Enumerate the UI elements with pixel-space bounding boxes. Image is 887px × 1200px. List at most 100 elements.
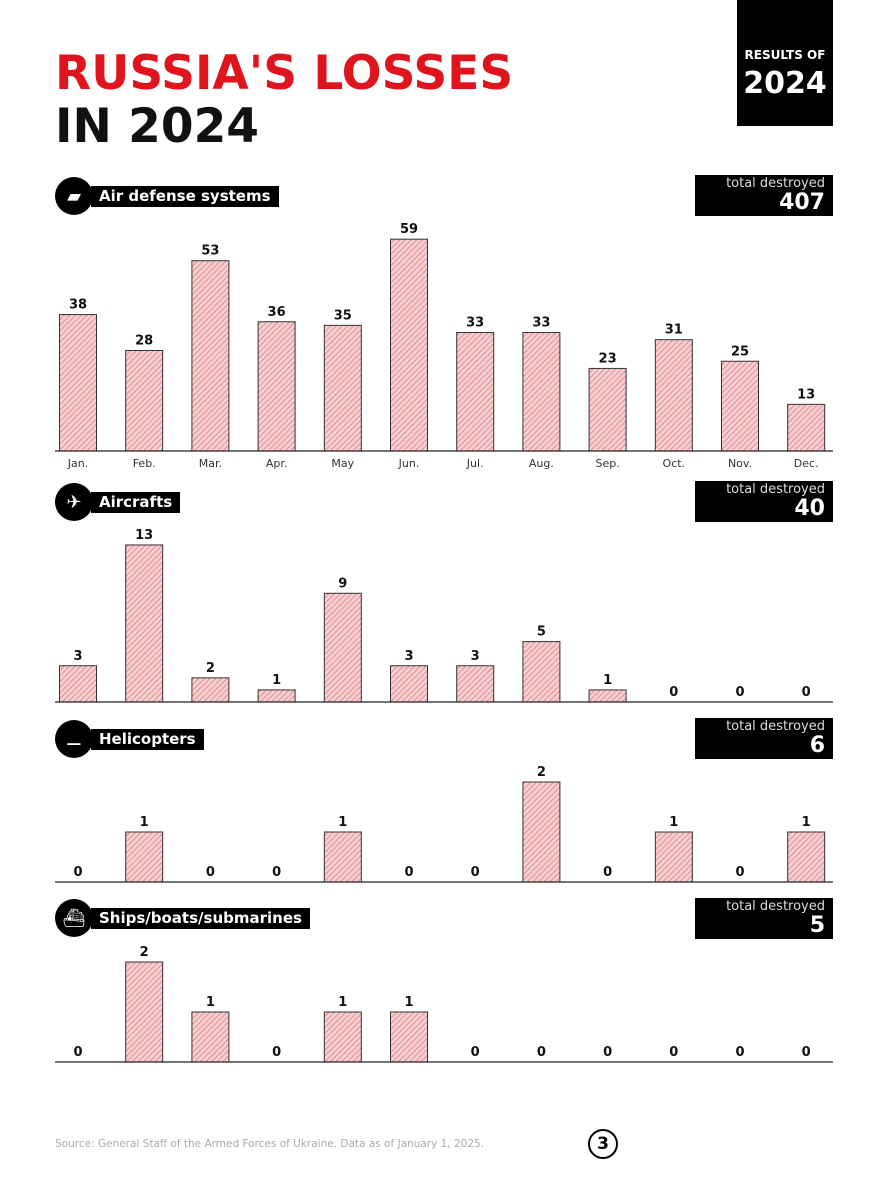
bar [787,831,826,883]
data-label: 5 [537,625,546,640]
data-label: 0 [272,865,281,880]
total-box-ships: total destroyed 5 [695,898,833,939]
bar [323,324,362,452]
bar [125,831,164,883]
data-label: 0 [802,685,811,700]
bar [588,367,627,452]
data-label: 0 [802,1045,811,1060]
data-label: 0 [735,865,744,880]
bar [390,1011,428,1063]
data-label: 1 [338,995,347,1010]
total-label: total destroyed [726,176,825,191]
data-label: 59 [400,222,418,237]
bar [257,321,296,452]
data-label: 0 [735,1045,744,1060]
data-label: 1 [669,815,678,830]
data-label: 1 [802,815,811,830]
category-label: Nov. [728,457,752,470]
bar [59,665,97,703]
bar [456,332,495,452]
bar [390,238,428,452]
air-defense-icon: ▰ [55,177,93,215]
category-label: Sep. [595,457,619,470]
category-label: Jan. [67,457,88,470]
category-label: Oct. [663,457,686,470]
data-label: 33 [466,316,484,331]
data-label: 28 [135,333,153,348]
data-label: 0 [404,865,413,880]
data-label: 13 [135,528,153,543]
total-label: total destroyed [726,899,825,914]
bar [257,689,296,703]
bar [191,260,230,452]
page-number: 3 [588,1129,618,1159]
data-label: 0 [272,1045,281,1060]
bar [588,689,627,703]
section-header-air-defense: ▰ Air defense systems [55,177,279,215]
bar [721,360,759,452]
data-label: 0 [73,865,82,880]
data-label: 0 [603,865,612,880]
data-label: 53 [201,244,219,259]
section-title: Helicopters [91,728,204,750]
data-label: 1 [404,995,413,1010]
bar [522,781,561,883]
data-label: 3 [471,649,480,664]
total-box-aircrafts: total destroyed 40 [695,481,833,522]
data-label: 38 [69,298,87,313]
category-label: Mar. [199,457,222,470]
data-label: 0 [471,1045,480,1060]
data-label: 0 [537,1045,546,1060]
bar [654,339,693,452]
bar [522,332,561,452]
source-note: Source: General Staff of the Armed Force… [55,1138,485,1150]
data-label: 36 [268,305,286,320]
results-badge: RESULTS OF 2024 [737,0,833,126]
bar [323,592,362,703]
bar [456,665,495,703]
data-label: 2 [140,945,149,960]
total-label: total destroyed [726,719,825,734]
bar [522,641,561,703]
total-value: 6 [809,733,825,758]
data-label: 0 [669,685,678,700]
data-label: 0 [669,1045,678,1060]
data-label: 3 [73,649,82,664]
aircraft-icon: ✈ [55,483,93,521]
data-label: 0 [73,1045,82,1060]
bar [59,314,97,452]
total-box-helicopters: total destroyed 6 [695,718,833,759]
bar [323,831,362,883]
helicopter-icon: ⚊ [55,720,93,758]
data-label: 1 [272,673,281,688]
category-label: May [331,457,354,470]
data-label: 2 [537,765,546,780]
data-label: 31 [665,323,683,338]
total-box-air-defense: total destroyed 407 [695,175,833,216]
bar [125,349,164,452]
data-label: 23 [599,351,617,366]
section-header-ships: ⛴ Ships/boats/submarines [55,899,310,937]
title-line-2: IN 2024 [55,99,259,154]
data-label: 13 [797,387,815,402]
bar [125,544,164,703]
bar [191,1011,230,1063]
data-label: 2 [206,661,215,676]
category-label: Apr. [266,457,288,470]
data-label: 1 [140,815,149,830]
total-label: total destroyed [726,482,825,497]
bar [191,677,230,703]
data-label: 0 [206,865,215,880]
section-title: Ships/boats/submarines [91,907,310,929]
results-year: 2024 [743,66,827,101]
data-label: 3 [404,649,413,664]
total-value: 40 [794,496,825,521]
bar [125,961,164,1063]
section-title: Air defense systems [91,185,279,207]
total-value: 5 [809,913,825,938]
results-label: RESULTS OF [744,48,826,62]
category-label: Feb. [133,457,156,470]
data-label: 0 [603,1045,612,1060]
bar [323,1011,362,1063]
